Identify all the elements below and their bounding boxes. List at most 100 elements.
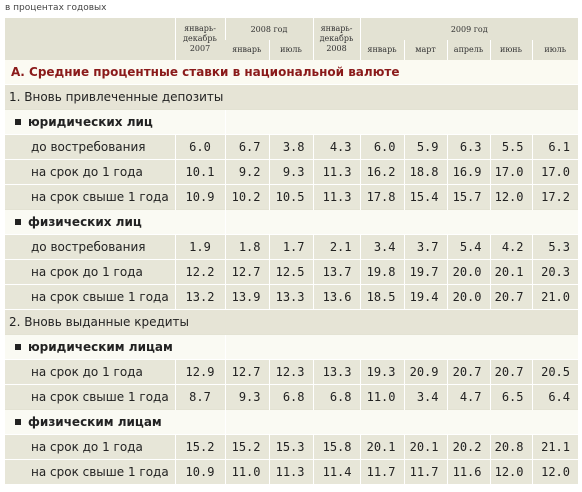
table-cell: 1.8 (224, 234, 269, 260)
table-cell: 12.0 (531, 459, 578, 484)
table-cell: 15.4 (403, 184, 447, 210)
table-cell: 20.1 (403, 434, 447, 460)
table-cell: 5.9 (403, 134, 447, 160)
subgroup-filler (224, 409, 578, 435)
table-cell: 11.7 (359, 459, 404, 484)
table-cell: 6.5 (489, 384, 532, 410)
table-cell: 13.3 (312, 359, 360, 385)
table-cell: 12.0 (489, 459, 532, 484)
row-label: до востребования (5, 134, 175, 160)
header-month: июль (531, 40, 578, 60)
table-cell: 13.2 (174, 284, 225, 310)
table-cell: 19.8 (359, 259, 404, 285)
table-cell: 6.3 (446, 134, 490, 160)
table-cell: 20.8 (489, 434, 532, 460)
table-cell: 3.4 (403, 384, 447, 410)
bullet-icon (15, 218, 21, 225)
header-2007: январь-декабрь 2007 (174, 18, 225, 60)
subgroup-title: физическим лицам (5, 409, 225, 435)
table-cell: 20.2 (446, 434, 490, 460)
header-2008-group: 2008 год (224, 18, 313, 40)
table-cell: 15.2 (224, 434, 269, 460)
table-cell: 2.1 (312, 234, 360, 260)
table-cell: 20.9 (403, 359, 447, 385)
table-cell: 6.0 (359, 134, 404, 160)
table-cell: 21.0 (531, 284, 578, 310)
table-cell: 15.8 (312, 434, 360, 460)
table-cell: 12.7 (224, 259, 269, 285)
table-cell: 17.2 (531, 184, 578, 210)
bullet-icon (15, 118, 21, 125)
table-cell: 11.7 (403, 459, 447, 484)
table-cell: 10.2 (224, 184, 269, 210)
table-row: на срок свыше 1 года 8.7 9.3 6.8 6.8 11.0 3.4 4… (5, 384, 578, 410)
header-2009-group: 2009 год (359, 18, 578, 40)
table-cell: 20.3 (531, 259, 578, 285)
table-row: на срок до 1 года 12.2 12.7 12.5 13.7 19.8 19.… (5, 259, 578, 285)
table-cell: 11.3 (312, 184, 360, 210)
subgroup-title: юридических лиц (5, 109, 225, 135)
table-cell: 12.3 (268, 359, 313, 385)
table-cell: 1.7 (268, 234, 313, 260)
table-cell: 17.8 (359, 184, 404, 210)
table-cell: 13.7 (312, 259, 360, 285)
table-row: на срок до 1 года 15.2 15.2 15.3 15.8 20.1 20.… (5, 434, 578, 460)
table-cell: 21.1 (531, 434, 578, 460)
table-cell: 12.5 (268, 259, 313, 285)
row-label: до востребования (5, 234, 175, 260)
table-cell: 11.6 (446, 459, 490, 484)
table-cell: 5.4 (446, 234, 490, 260)
table-cell: 11.0 (359, 384, 404, 410)
table-cell: 5.5 (489, 134, 532, 160)
table-cell: 5.3 (531, 234, 578, 260)
table-cell: 8.7 (174, 384, 225, 410)
table-cell: 13.9 (224, 284, 269, 310)
group-title: 2. Вновь выданные кредиты (5, 309, 578, 335)
table-cell: 6.8 (268, 384, 313, 410)
subgroup-label: юридических лиц (28, 115, 153, 129)
row-label: на срок до 1 года (5, 434, 175, 460)
subgroup-label: юридическим лицам (28, 340, 173, 354)
table-cell: 9.2 (224, 159, 269, 185)
row-label: на срок свыше 1 года (5, 459, 175, 484)
table-row: до востребования 6.0 6.7 3.8 4.3 6.0 5.9 6.3 5.5… (5, 134, 578, 160)
table-cell: 10.5 (268, 184, 313, 210)
header-month: апрель (446, 40, 490, 60)
table-cell: 20.1 (489, 259, 532, 285)
table-cell: 17.0 (531, 159, 578, 185)
table-cell: 1.9 (174, 234, 225, 260)
table-row: на срок до 1 года 10.1 9.2 9.3 11.3 16.2 18.8 1… (5, 159, 578, 185)
table-cell: 4.3 (312, 134, 360, 160)
table-cell: 19.3 (359, 359, 404, 385)
table-cell: 6.1 (531, 134, 578, 160)
table-cell: 10.9 (174, 459, 225, 484)
table-cell: 11.4 (312, 459, 360, 484)
table-cell: 10.9 (174, 184, 225, 210)
header-month: январь (225, 40, 269, 60)
header-2008-total: январь-декабрь 2008 (312, 18, 360, 60)
table-cell: 19.4 (403, 284, 447, 310)
table-cell: 11.3 (312, 159, 360, 185)
table-row: на срок до 1 года 12.9 12.7 12.3 13.3 19.3 20.… (5, 359, 578, 385)
header-blank (5, 18, 175, 60)
table-row: на срок свыше 1 года 10.9 11.0 11.3 11.4 11.7… (5, 459, 578, 484)
table-cell: 20.7 (446, 359, 490, 385)
table-cell: 20.7 (489, 284, 532, 310)
table-cell: 19.7 (403, 259, 447, 285)
bullet-icon (15, 343, 21, 350)
header-month: июль (268, 40, 313, 60)
table-cell: 12.9 (174, 359, 225, 385)
header-month: январь (359, 40, 404, 60)
subgroup-filler (224, 209, 578, 235)
table-cell: 16.9 (446, 159, 490, 185)
table-cell: 6.4 (531, 384, 578, 410)
table-cell: 3.4 (359, 234, 404, 260)
table-cell: 4.2 (489, 234, 532, 260)
table-row: на срок свыше 1 года 10.9 10.2 10.5 11.3 17.8… (5, 184, 578, 210)
table-cell: 20.0 (446, 284, 490, 310)
table-cell: 20.0 (446, 259, 490, 285)
row-label: на срок свыше 1 года (5, 384, 175, 410)
table-cell: 13.3 (268, 284, 313, 310)
table-row: на срок свыше 1 года 13.2 13.9 13.3 13.6 18.5… (5, 284, 578, 310)
row-label: на срок до 1 года (5, 359, 175, 385)
